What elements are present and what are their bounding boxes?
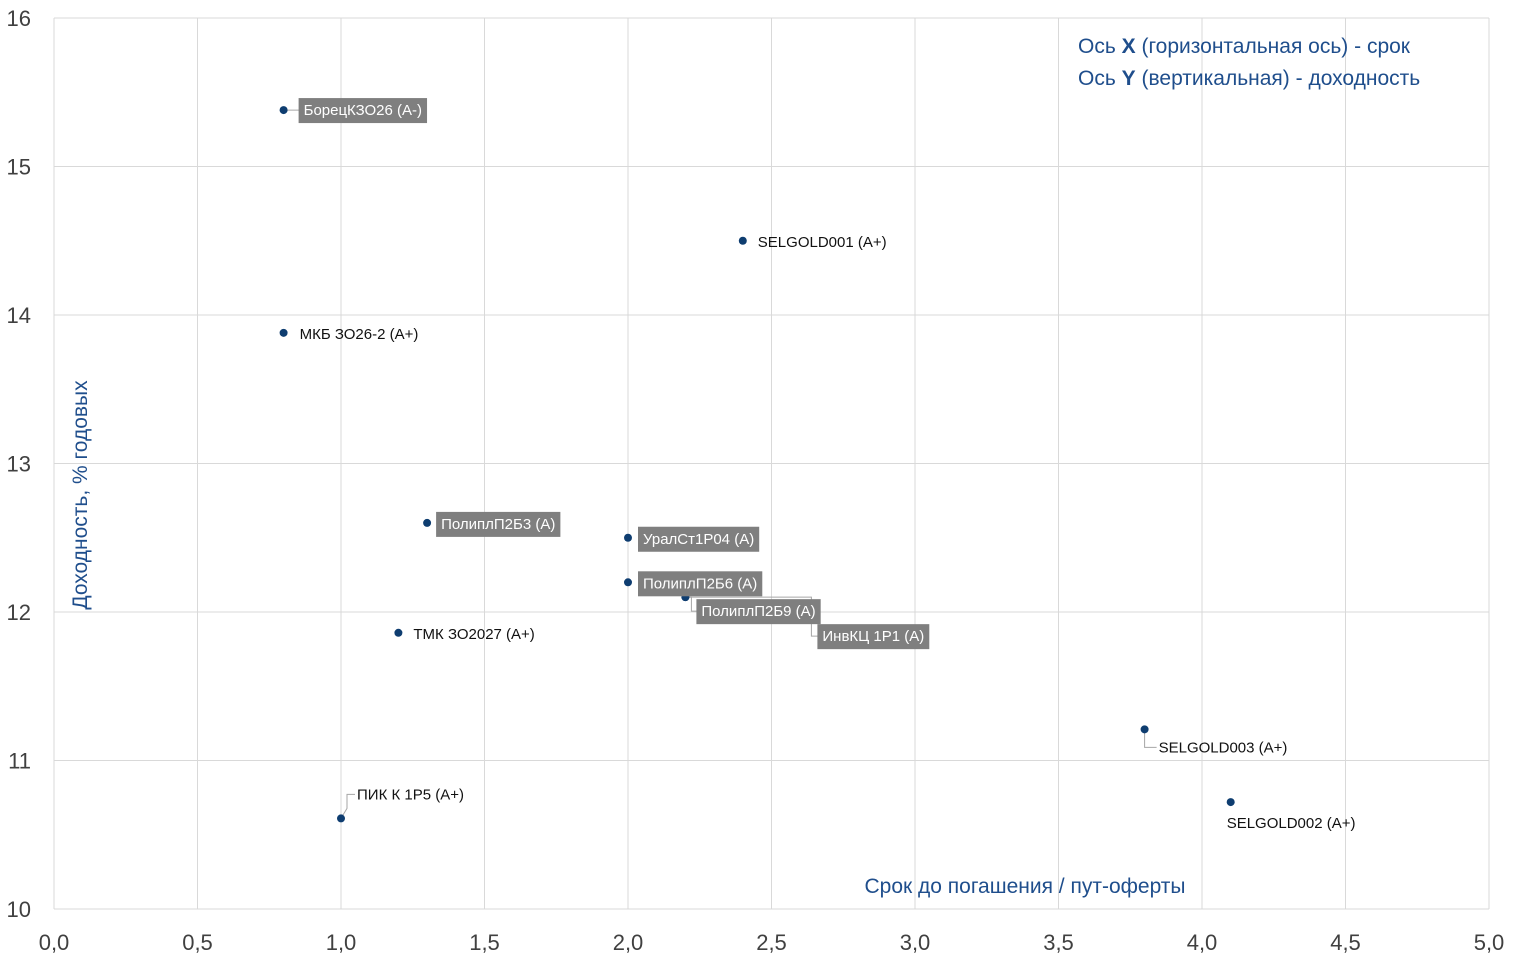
data-label-group: БорецКЗО26 (А-)	[298, 98, 428, 124]
data-point	[1226, 798, 1235, 807]
data-point	[337, 814, 345, 823]
x-tick-label: 3,0	[900, 930, 931, 955]
data-label-group: МКБ ЗО26-2 (А+)	[300, 326, 419, 343]
info-line-1: Ось X (горизонтальная ось) - срок	[1078, 35, 1411, 58]
data-point	[624, 578, 632, 587]
data-point	[394, 628, 403, 637]
data-label: УралСт1Р04 (А)	[643, 531, 754, 548]
data-labels: БорецКЗО26 (А-) SELGOLD001 (A+) МКБ ЗО26-2…	[298, 98, 1356, 832]
data-point	[423, 518, 432, 527]
data-label: ИнвКЦ 1Р1 (А)	[822, 628, 924, 645]
x-tick-label: 0,0	[39, 930, 70, 955]
y-tick-label: 12	[7, 600, 31, 625]
y-tick-label: 10	[7, 897, 31, 922]
info-line-1-axis: X	[1122, 35, 1136, 58]
data-label-group: SELGOLD003 (A+)	[1159, 739, 1288, 756]
data-label-group: ТМК ЗО2027 (А+)	[413, 626, 534, 643]
y-tick-label: 13	[7, 452, 31, 477]
data-label-group: ИнвКЦ 1Р1 (А)	[817, 624, 930, 650]
data-label-box	[638, 526, 760, 552]
data-label: ПолиплП2Б9 (А)	[701, 603, 815, 620]
y-tick-label: 16	[7, 6, 31, 31]
info-line-1-prefix: Ось	[1078, 35, 1122, 58]
x-tick-label: 2,0	[613, 930, 644, 955]
data-label: ПолиплП2Б6 (А)	[643, 575, 757, 592]
data-label: ТМК ЗО2027 (А+)	[413, 626, 534, 643]
data-label-box	[817, 624, 930, 650]
x-axis-title: Срок до погашения / пут-оферты	[864, 875, 1185, 898]
data-label: SELGOLD002 (A+)	[1227, 815, 1356, 832]
data-label-group: УралСт1Р04 (А)	[638, 526, 760, 552]
data-points	[279, 106, 1235, 823]
info-line-1-text: (горизонтальная ось) - срок	[1136, 35, 1411, 58]
data-label-box	[436, 511, 561, 537]
data-label: МКБ ЗО26-2 (А+)	[300, 326, 419, 343]
label-leader-line	[1144, 729, 1157, 748]
data-label: ПИК К 1Р5 (А+)	[357, 786, 464, 803]
data-point	[279, 106, 288, 115]
data-label: БорецКЗО26 (А-)	[304, 102, 422, 119]
data-label-box	[638, 571, 763, 597]
data-label-group: ПИК К 1Р5 (А+)	[357, 786, 464, 803]
data-label-group: ПолиплП2Б3 (А)	[436, 511, 561, 537]
label-leaders	[283, 109, 1157, 819]
y-axis-title: Доходность, % годовых	[69, 380, 92, 610]
x-tick-label: 3,5	[1043, 930, 1074, 955]
x-tick-label: 4,0	[1187, 930, 1218, 955]
data-label-box	[696, 599, 821, 625]
data-point	[279, 328, 288, 337]
data-point	[624, 533, 632, 542]
data-label-group: ПолиплП2Б9 (А)	[696, 599, 821, 625]
info-line-2-axis: Y	[1122, 67, 1136, 90]
y-tick-label: 15	[7, 155, 31, 180]
info-line-2: Ось Y (вертикальная) - доходность	[1078, 67, 1420, 90]
data-label-box	[298, 98, 428, 124]
data-label: SELGOLD003 (A+)	[1159, 739, 1288, 756]
data-label-group: SELGOLD002 (A+)	[1227, 815, 1356, 832]
info-line-2-text: (вертикальная) - доходность	[1136, 67, 1421, 90]
x-tick-label: 4,5	[1330, 930, 1361, 955]
data-point	[738, 236, 747, 245]
data-point	[1140, 725, 1149, 734]
data-label: ПолиплП2Б3 (А)	[441, 516, 555, 533]
data-label: SELGOLD001 (A+)	[758, 234, 887, 251]
tick-labels: 0,0 0,5 1,0 1,5 2,0 2,5 3,0 3,5 4,0 4,5 5,0 10 11 12 1…	[7, 6, 1505, 955]
y-tick-label: 11	[8, 749, 31, 774]
x-tick-label: 1,0	[326, 930, 357, 955]
x-tick-label: 2,5	[756, 930, 787, 955]
data-label-group: SELGOLD001 (A+)	[758, 234, 887, 251]
x-tick-label: 0,5	[182, 930, 213, 955]
x-tick-label: 5,0	[1474, 930, 1505, 955]
label-leader-line	[340, 793, 355, 819]
data-label-group: ПолиплП2Б6 (А)	[638, 571, 763, 597]
info-line-2-prefix: Ось	[1078, 67, 1122, 90]
x-tick-label: 1,5	[469, 930, 500, 955]
grid-layer	[53, 17, 1490, 910]
y-tick-label: 14	[7, 303, 31, 328]
